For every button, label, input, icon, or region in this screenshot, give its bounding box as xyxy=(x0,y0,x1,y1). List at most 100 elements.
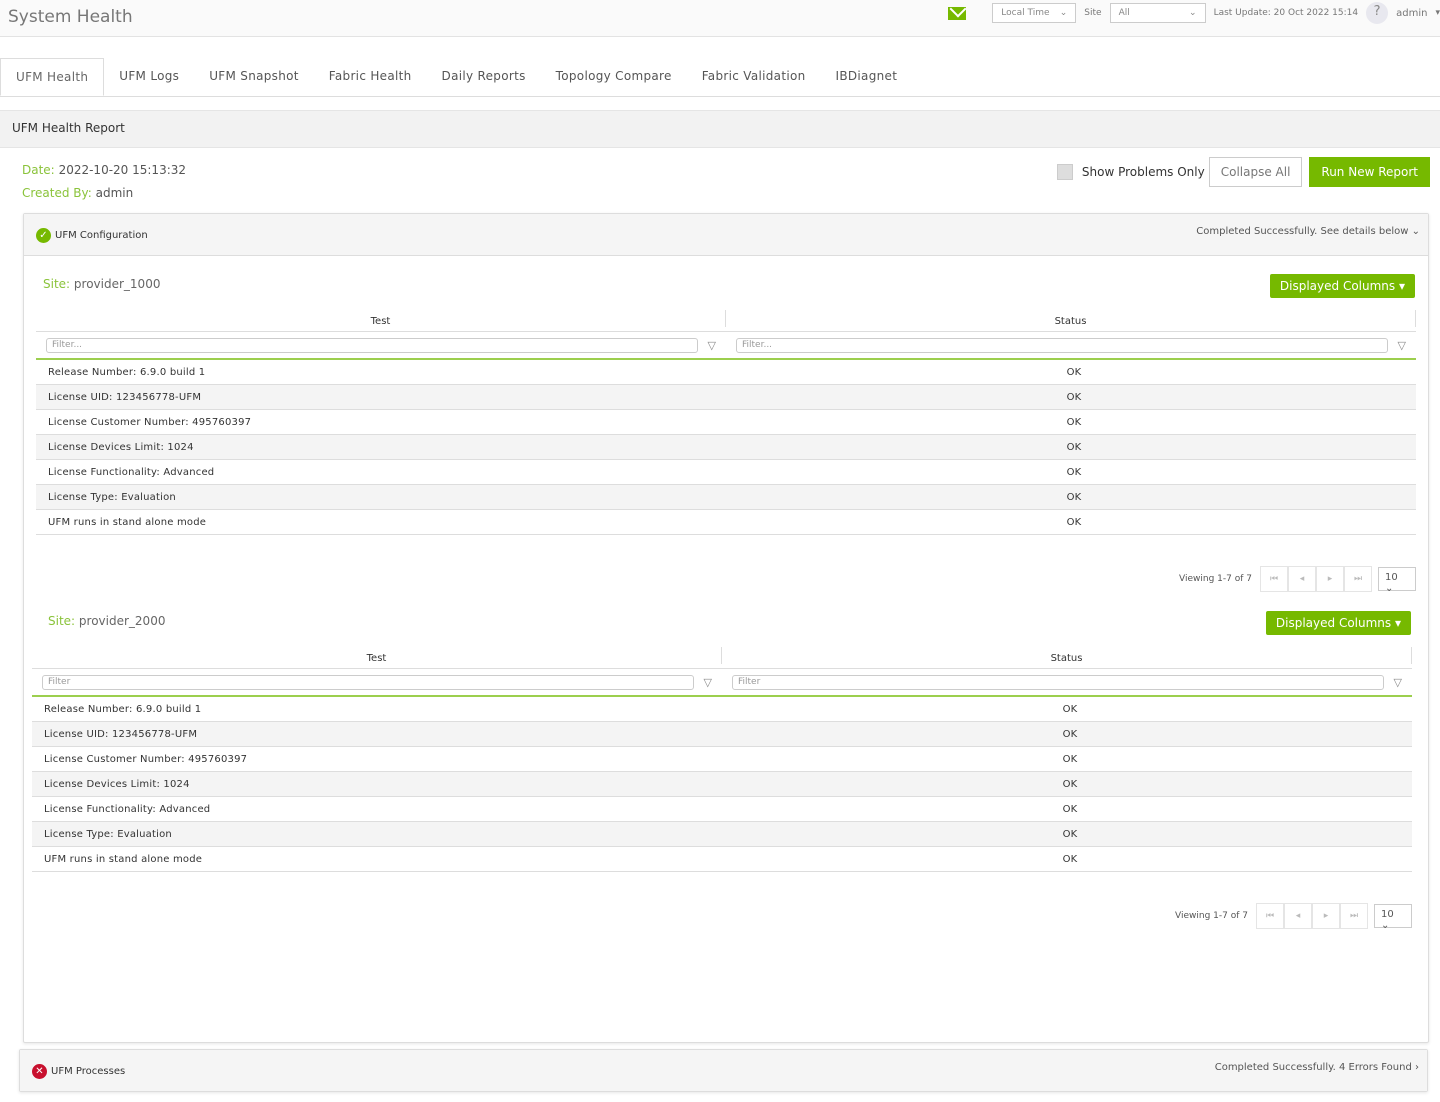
panel-title: UFM Processes xyxy=(51,1066,126,1077)
test-cell: License UID: 123456778-UFM xyxy=(48,391,202,403)
tab-ufm-health[interactable]: UFM Health xyxy=(0,58,105,96)
test-cell: Release Number: 6.9.0 build 1 xyxy=(48,366,206,378)
filter-icon[interactable]: ▽ xyxy=(1397,338,1406,352)
table-row: Release Number: 6.9.0 build 1 OK xyxy=(32,697,1412,722)
displayed-columns-button[interactable]: Displayed Columns ▾ xyxy=(1269,274,1415,298)
date-label: Date: xyxy=(22,163,55,177)
site-name: provider_1000 xyxy=(73,277,161,291)
filter-input[interactable]: Filter xyxy=(732,674,1384,690)
check-circle-icon: ✓ xyxy=(36,228,51,243)
column-header[interactable]: Status xyxy=(722,647,1412,664)
time-select-value: Local Time xyxy=(1001,8,1050,18)
page-size-select[interactable]: 10 ⌄ xyxy=(1374,904,1412,931)
show-problems-label: Show Problems Only xyxy=(1081,165,1205,179)
app-title: System Health xyxy=(8,7,133,27)
column-header[interactable]: Test xyxy=(36,310,726,327)
test-cell: License Type: Evaluation xyxy=(44,828,172,840)
status-cell: OK xyxy=(1062,828,1078,840)
pagination: Viewing 1-7 of 7 ⏮ ◂ ▸ ⏭ 10 ⌄ xyxy=(1179,566,1416,594)
table-row: UFM runs in stand alone mode OK xyxy=(32,847,1412,872)
tab-daily-reports[interactable]: Daily Reports xyxy=(441,69,526,83)
help-icon[interactable]: ? xyxy=(1366,2,1389,24)
viewing-count: Viewing 1-7 of 7 xyxy=(1175,911,1248,921)
next-page-icon[interactable]: ▸ xyxy=(1312,903,1340,929)
site-select[interactable]: All ⌄ xyxy=(1109,3,1206,23)
first-page-icon[interactable]: ⏮ xyxy=(1256,903,1284,929)
status-cell: OK xyxy=(1066,391,1082,403)
filter-input[interactable]: Filter... xyxy=(46,337,698,353)
status-cell: OK xyxy=(1066,416,1082,428)
status-cell: OK xyxy=(1062,728,1078,740)
test-cell: License UID: 123456778-UFM xyxy=(44,728,198,740)
panel-title: UFM Configuration xyxy=(55,230,148,241)
run-new-report-button[interactable]: Run New Report xyxy=(1309,157,1430,187)
filter-icon[interactable]: ▽ xyxy=(707,338,716,352)
test-cell: License Devices Limit: 1024 xyxy=(44,778,190,790)
top-bar: System Health Local Time ⌄ Site All ⌄ Last… xyxy=(0,0,1440,37)
error-circle-icon: ✕ xyxy=(32,1064,47,1079)
last-update: Last Update: 20 Oct 2022 15:14 xyxy=(1213,8,1359,18)
table-row: License Type: Evaluation OK xyxy=(32,822,1412,847)
ufm-configuration-panel: ✓ UFM Configuration Completed Successfull… xyxy=(23,213,1429,1043)
tab-fabric-health[interactable]: Fabric Health xyxy=(328,69,412,83)
prev-page-icon[interactable]: ◂ xyxy=(1288,566,1316,592)
page-size-select[interactable]: 10 ⌄ xyxy=(1378,567,1416,594)
last-page-icon[interactable]: ⏭ xyxy=(1340,903,1368,929)
mail-icon[interactable] xyxy=(948,6,967,20)
report-title: UFM Health Report xyxy=(0,110,1440,148)
displayed-columns-button[interactable]: Displayed Columns ▾ xyxy=(1265,611,1411,635)
table-row: License Functionality: Advanced OK xyxy=(36,460,1416,485)
table-row: License Devices Limit: 1024 OK xyxy=(36,435,1416,460)
time-select[interactable]: Local Time ⌄ xyxy=(992,3,1077,23)
show-problems-checkbox[interactable] xyxy=(1056,164,1073,180)
test-cell: License Devices Limit: 1024 xyxy=(48,441,194,453)
prev-page-icon[interactable]: ◂ xyxy=(1284,903,1312,929)
date-value: 2022-10-20 15:13:32 xyxy=(58,163,187,177)
tab-ibdiagnet[interactable]: IBDiagnet xyxy=(835,69,898,83)
status-cell: OK xyxy=(1066,366,1082,378)
next-page-icon[interactable]: ▸ xyxy=(1316,566,1344,592)
status-cell: OK xyxy=(1062,703,1078,715)
tab-bar: UFM Health UFM Logs UFM Snapshot Fabric … xyxy=(0,58,1440,97)
collapse-all-button[interactable]: Collapse All xyxy=(1208,157,1303,187)
tab-fabric-validation[interactable]: Fabric Validation xyxy=(701,69,806,83)
tab-topology-compare[interactable]: Topology Compare xyxy=(555,69,672,83)
table-row: License UID: 123456778-UFM OK xyxy=(32,722,1412,747)
user-menu[interactable]: admin xyxy=(1396,7,1428,19)
tab-ufm-snapshot[interactable]: UFM Snapshot xyxy=(209,69,299,83)
filter-input[interactable]: Filter... xyxy=(736,337,1388,353)
chevron-down-icon: ⌄ xyxy=(1059,8,1068,18)
site-label: Site xyxy=(1084,8,1102,18)
filter-placeholder: Filter xyxy=(738,676,761,687)
viewing-count: Viewing 1-7 of 7 xyxy=(1179,574,1252,584)
first-page-icon[interactable]: ⏮ xyxy=(1260,566,1288,592)
tab-ufm-logs[interactable]: UFM Logs xyxy=(119,69,180,83)
filter-placeholder: Filter xyxy=(48,676,71,687)
site-select-value: All xyxy=(1118,8,1130,18)
column-header[interactable]: Status xyxy=(726,310,1416,327)
chevron-down-icon[interactable]: ⌄ xyxy=(1411,226,1420,237)
chevron-down-icon: ⌄ xyxy=(1189,8,1197,18)
displayed-columns-label: Displayed Columns xyxy=(1279,279,1396,293)
panel-status: Completed Successfully. 4 Errors Found xyxy=(1214,1062,1412,1073)
displayed-columns-label: Displayed Columns xyxy=(1275,616,1392,630)
status-cell: OK xyxy=(1062,753,1078,765)
panel-header[interactable]: ✓ UFM Configuration Completed Successfull… xyxy=(24,214,1428,256)
column-header[interactable]: Test xyxy=(32,647,722,664)
filter-icon[interactable]: ▽ xyxy=(1393,675,1402,689)
site-table: Test Status Filter... ▽ Filter... ▽ Release … xyxy=(36,306,1416,535)
report-created-by: Created By: admin xyxy=(22,186,133,200)
last-page-icon[interactable]: ⏭ xyxy=(1344,566,1372,592)
filter-input[interactable]: Filter xyxy=(42,674,694,690)
filter-placeholder: Filter... xyxy=(52,339,83,350)
site-label: Site: provider_2000 xyxy=(48,614,165,628)
filter-icon[interactable]: ▽ xyxy=(703,675,712,689)
chevron-right-icon[interactable]: › xyxy=(1415,1062,1419,1073)
status-cell: OK xyxy=(1066,516,1082,528)
chevron-down-icon: ▾ xyxy=(1435,8,1440,18)
table-row: License Customer Number: 495760397 OK xyxy=(32,747,1412,772)
panel-header[interactable]: ✕ UFM Processes Completed Successfully. 4… xyxy=(20,1050,1427,1091)
test-cell: License Functionality: Advanced xyxy=(48,466,215,478)
created-label: Created By: xyxy=(22,186,92,200)
site-table: Test Status Filter ▽ Filter ▽ Release Number… xyxy=(32,643,1412,872)
